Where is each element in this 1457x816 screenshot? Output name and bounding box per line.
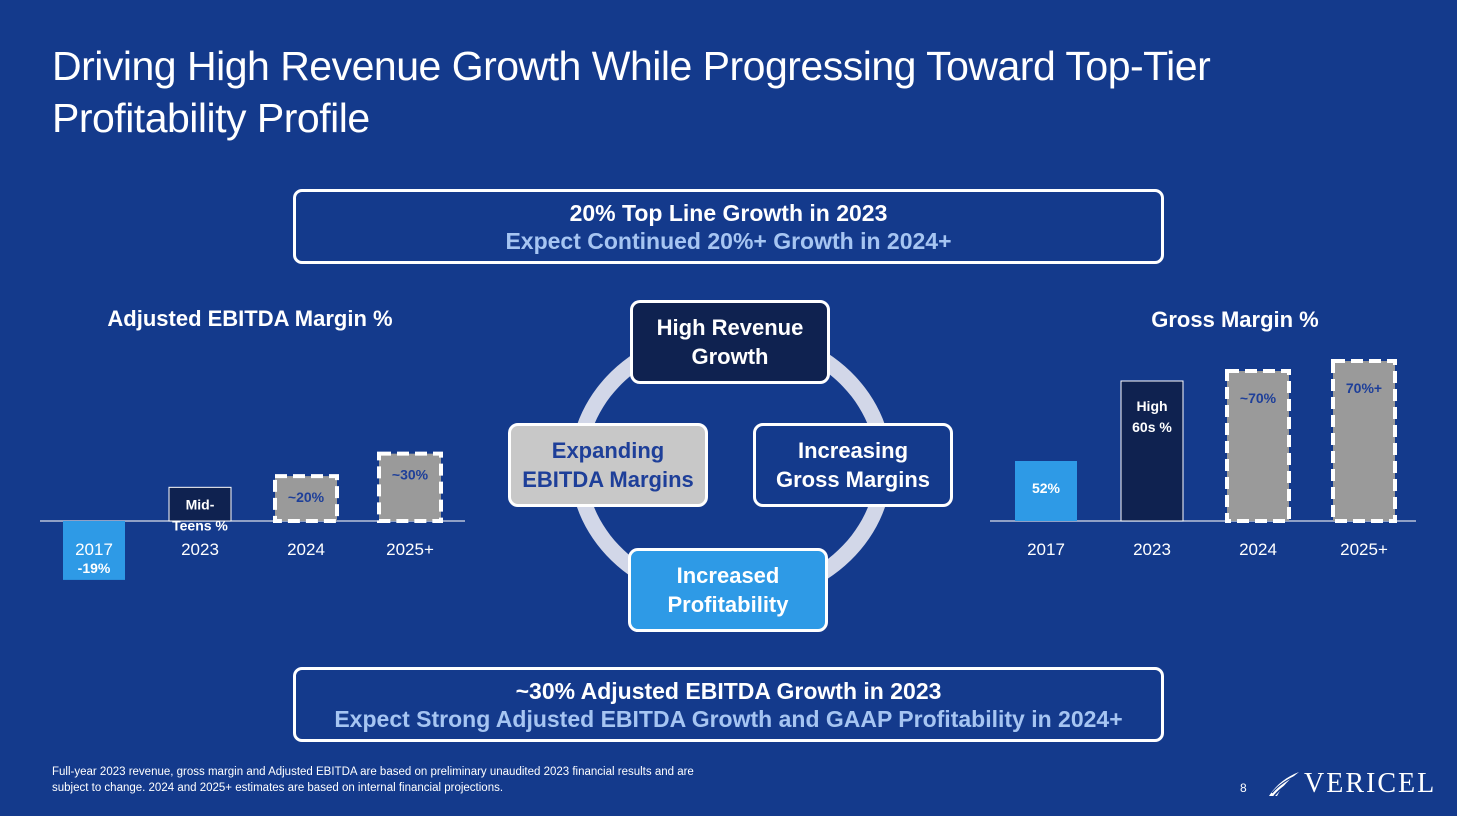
data-label: -19% (78, 560, 111, 576)
tick-label: 2023 (1133, 540, 1171, 559)
logo-wordmark: VERICEL (1304, 768, 1437, 799)
gross-margin-chart: 52% 2017 High 60s % 2023 ~70% 2024 70%+ 2025+ (990, 359, 1416, 559)
bar-2024 (273, 474, 339, 524)
tick-label: 2025+ (1340, 540, 1388, 559)
data-label: ~20% (288, 489, 325, 505)
bar-2023 (168, 486, 232, 522)
cycle-increasing-gross-margins: Increasing Gross Margins (753, 423, 953, 507)
tick-label: 2017 (1027, 540, 1065, 559)
wing-logo-icon (1269, 772, 1299, 797)
cycle-high-revenue-growth: High Revenue Growth (630, 300, 830, 384)
data-label: Mid-Teens % (172, 496, 228, 533)
cycle-increased-profitability: Increased Profitability (628, 548, 828, 632)
bar-2017 (63, 521, 125, 580)
callout-headline: 20% Top Line Growth in 2023 (569, 199, 888, 226)
data-label: ~70% (1240, 390, 1277, 406)
bar-2025plus (377, 451, 443, 523)
data-label: High 60s % (1132, 398, 1172, 435)
callout-headline: ~30% Adjusted EBITDA Growth in 2023 (515, 677, 942, 704)
callout-subline: Expect Continued 20%+ Growth in 2024+ (505, 227, 952, 254)
bar-2023 (1120, 380, 1184, 522)
tick-label: 2025+ (386, 540, 434, 559)
footnote: Full-year 2023 revenue, gross margin and… (52, 766, 694, 794)
tick-label: 2024 (1239, 540, 1277, 559)
page-number: 8 (1240, 781, 1247, 795)
bar-2017 (1015, 461, 1077, 521)
tick-label: 2024 (287, 540, 325, 559)
bar-2025plus (1331, 359, 1397, 523)
data-label: 70%+ (1346, 380, 1382, 396)
top-line-growth-callout: 20% Top Line Growth in 2023 Expect Conti… (293, 189, 1164, 264)
ebitda-margin-chart: -19%2017 Mid-Teens % 2023 ~20% 2024 ~30% 2025+ (40, 451, 465, 580)
tick-label: 2023 (181, 540, 219, 559)
slide-title: Driving High Revenue Growth While Progre… (52, 43, 1211, 141)
ebitda-chart-title: Adjusted EBITDA Margin % (107, 306, 393, 331)
callout-subline: Expect Strong Adjusted EBITDA Growth and… (334, 705, 1123, 732)
data-label: ~30% (392, 467, 429, 483)
gross-margin-chart-title: Gross Margin % (1151, 307, 1319, 332)
bar-2024 (1225, 369, 1291, 523)
tick-label: 2017 (75, 540, 113, 559)
data-label: 52% (1032, 480, 1061, 496)
ebitda-growth-callout: ~30% Adjusted EBITDA Growth in 2023 Expe… (293, 667, 1164, 742)
vericel-logo: VERICEL (1268, 768, 1436, 800)
cycle-expanding-ebitda-margins: Expanding EBITDA Margins (508, 423, 708, 507)
